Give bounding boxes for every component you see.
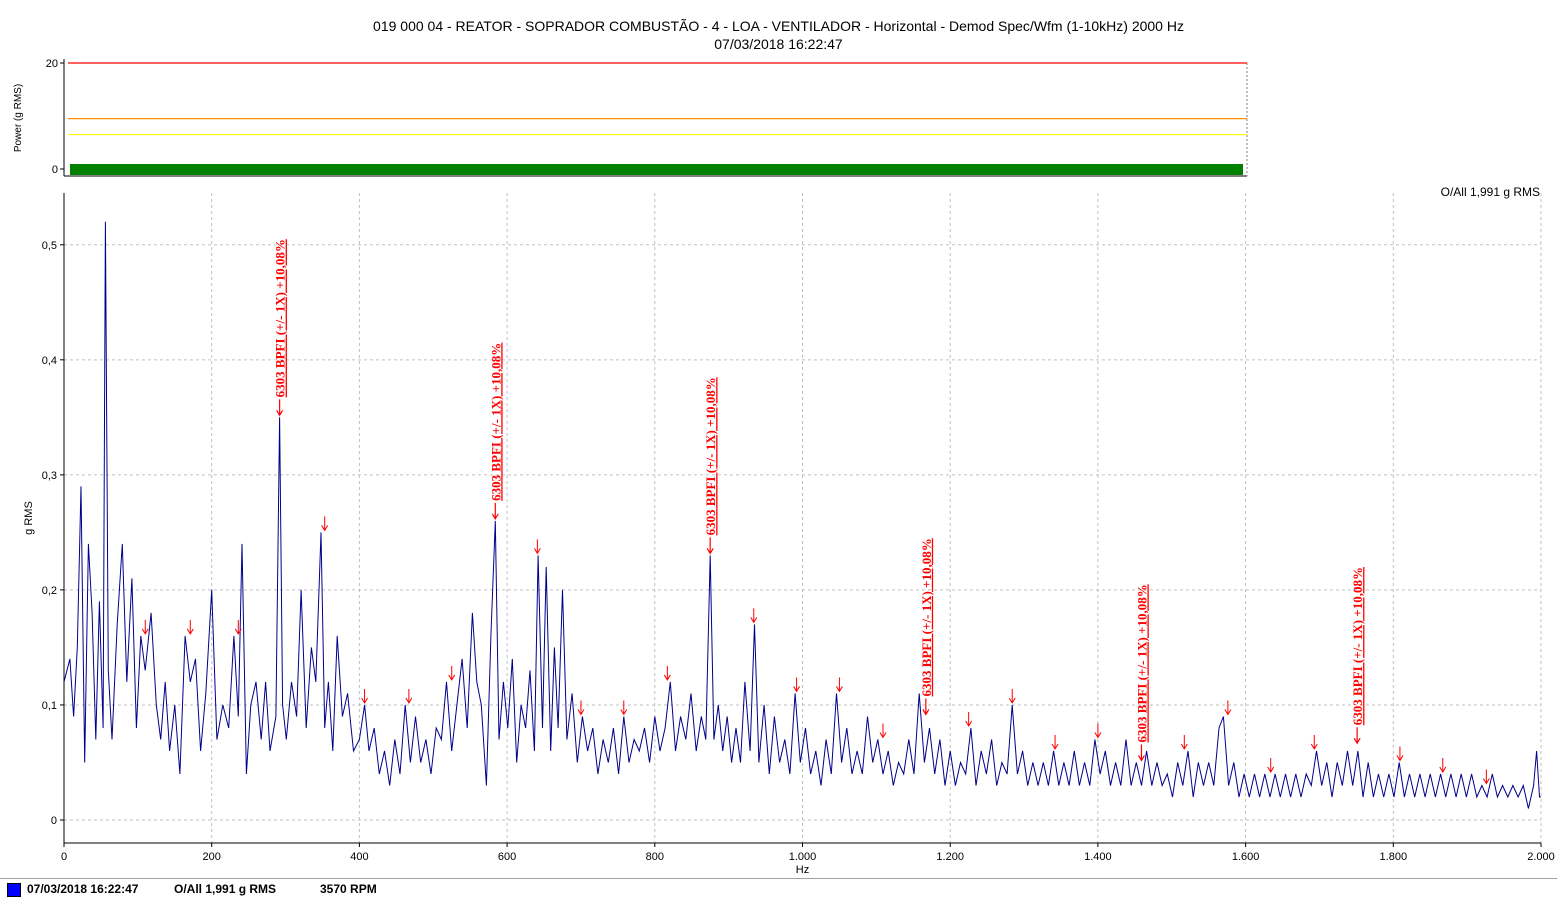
bpfi-annotation-label: 6303 BPFI (+/- 1X) +10,08%	[703, 377, 718, 535]
x-tick-label: 1.400	[1084, 851, 1112, 863]
footer-date: 07/03/2018 16:22:47	[27, 882, 139, 896]
y-tick-label: 0,5	[42, 240, 57, 252]
bpfi-marker-arrow	[706, 537, 714, 555]
sideband-marker	[1267, 757, 1275, 773]
y-tick-label: 0	[51, 815, 57, 827]
sideband-marker	[1482, 769, 1490, 785]
sideband-marker	[361, 688, 368, 704]
status-footer: 07/03/2018 16:22:47 O/All 1,991 g RMS 35…	[0, 878, 1557, 903]
x-tick-label: 1.200	[936, 851, 964, 863]
sideband-marker	[663, 665, 671, 681]
x-tick-label: 0	[61, 851, 67, 863]
chart-title: 019 000 04 - REATOR - SOPRADOR COMBUSTÃO…	[373, 18, 1184, 34]
bpfi-annotation-label: 6303 BPFI (+/- 1X) +10,08%	[1350, 567, 1365, 725]
sideband-marker	[186, 619, 194, 635]
bpfi-marker-arrow	[276, 399, 284, 417]
sideband-marker	[1008, 688, 1016, 704]
sideband-marker	[405, 688, 413, 704]
series-swatch	[7, 883, 21, 897]
sideband-marker	[1310, 734, 1318, 750]
sideband-marker	[448, 665, 456, 681]
y-axis-label: g RMS	[23, 501, 35, 535]
x-tick-label: 1.600	[1232, 851, 1260, 863]
bpfi-annotation-label: 6303 BPFI (+/- 1X) +10,08%	[1134, 584, 1149, 742]
y-tick-label: 0,1	[42, 700, 57, 712]
sideband-marker	[577, 700, 585, 716]
y-tick-label: 0,4	[42, 355, 57, 367]
x-axis-label: Hz	[796, 864, 809, 876]
y-tick-label: 0,2	[42, 585, 57, 597]
bpfi-marker-arrow	[1353, 727, 1361, 745]
power-y-tick-label: 0	[52, 164, 58, 176]
footer-rpm: 3570 RPM	[320, 882, 377, 896]
sideband-marker	[533, 539, 541, 555]
power-bar	[70, 164, 1243, 175]
sideband-marker	[1051, 734, 1059, 750]
spectrum-trace	[63, 221, 1541, 809]
bpfi-marker-arrow	[922, 698, 930, 716]
overall-label: O/All 1,991 g RMS	[1440, 185, 1540, 199]
sideband-marker	[879, 723, 887, 739]
sideband-marker	[1180, 734, 1188, 750]
x-tick-label: 200	[203, 851, 221, 863]
power-y-axis-label: Power (g RMS)	[13, 84, 24, 152]
sideband-marker	[234, 619, 242, 635]
x-tick-label: 1.800	[1380, 851, 1408, 863]
y-tick-label: 0,3	[42, 470, 57, 482]
sideband-marker	[1396, 746, 1404, 762]
sideband-marker	[965, 711, 973, 727]
footer-overall: O/All 1,991 g RMS	[174, 882, 277, 896]
chart-subtitle-timestamp: 07/03/2018 16:22:47	[714, 36, 843, 52]
sideband-marker	[620, 700, 628, 716]
sideband-marker	[321, 516, 329, 532]
x-tick-label: 1.000	[789, 851, 817, 863]
x-tick-label: 2.000	[1527, 851, 1555, 863]
sideband-marker	[141, 619, 149, 635]
sideband-marker	[1224, 700, 1232, 716]
sideband-marker	[1094, 723, 1102, 739]
bpfi-annotation-label: 6303 BPFI (+/- 1X) +10,08%	[488, 343, 503, 501]
bpfi-annotation-label: 6303 BPFI (+/- 1X) +10,08%	[273, 239, 288, 397]
sideband-marker	[835, 677, 843, 693]
sideband-marker	[793, 677, 801, 693]
bpfi-marker-arrow	[1137, 744, 1145, 762]
x-tick-label: 800	[646, 851, 664, 863]
bpfi-marker-arrow	[491, 502, 499, 521]
bpfi-annotation-label: 6303 BPFI (+/- 1X) +10,08%	[919, 538, 934, 696]
power-y-tick-label: 20	[46, 58, 58, 70]
x-tick-label: 600	[498, 851, 516, 863]
sideband-marker	[1439, 757, 1447, 773]
x-tick-label: 400	[350, 851, 368, 863]
sideband-marker	[750, 608, 758, 624]
